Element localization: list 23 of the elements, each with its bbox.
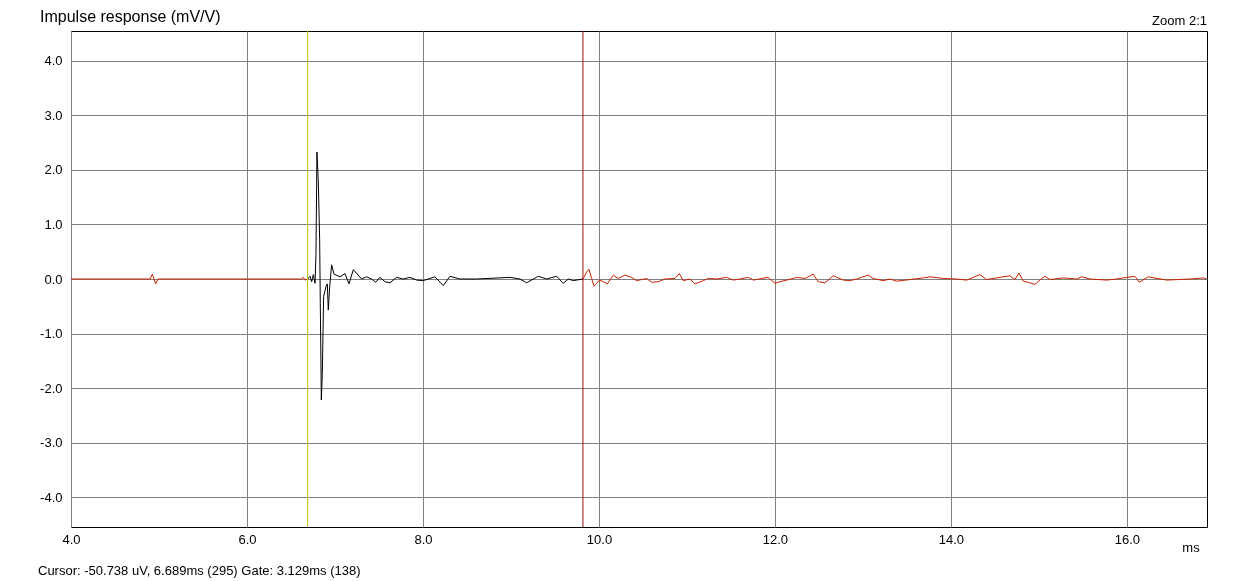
chart-title: Impulse response (mV/V): [40, 8, 221, 25]
x-tick-label: 6.0: [238, 531, 257, 547]
x-tick-label: 12.0: [762, 531, 789, 547]
y-tick-label: -1.0: [40, 326, 63, 342]
x-tick-label: 14.0: [938, 531, 965, 547]
line-series: [582, 268, 1208, 287]
text: Cursor: -50.738 uV, 6.689ms (295) Gate: 3.129ms (138): [38, 563, 361, 578]
line-series: [70, 273, 309, 285]
y-tick-label: 1.0: [44, 216, 63, 232]
y-tick-label: 3.0: [44, 107, 63, 123]
y-tick-label: -4.0: [40, 489, 63, 505]
text: Zoom 2:1: [1152, 13, 1207, 28]
y-tick-label: -2.0: [40, 380, 63, 396]
y-tick-label: 0.0: [44, 271, 63, 287]
x-tick-label: 10.0: [586, 531, 613, 547]
x-tick-label: 8.0: [414, 531, 433, 547]
y-tick-label: -3.0: [40, 435, 63, 451]
y-tick-label: 4.0: [44, 53, 63, 69]
x-axis-title: ms: [1182, 540, 1201, 555]
y-tick-label: 2.0: [44, 162, 63, 178]
line-series: [307, 151, 584, 401]
x-tick-label: 4.0: [62, 531, 81, 547]
x-tick-label: 16.0: [1114, 531, 1141, 547]
